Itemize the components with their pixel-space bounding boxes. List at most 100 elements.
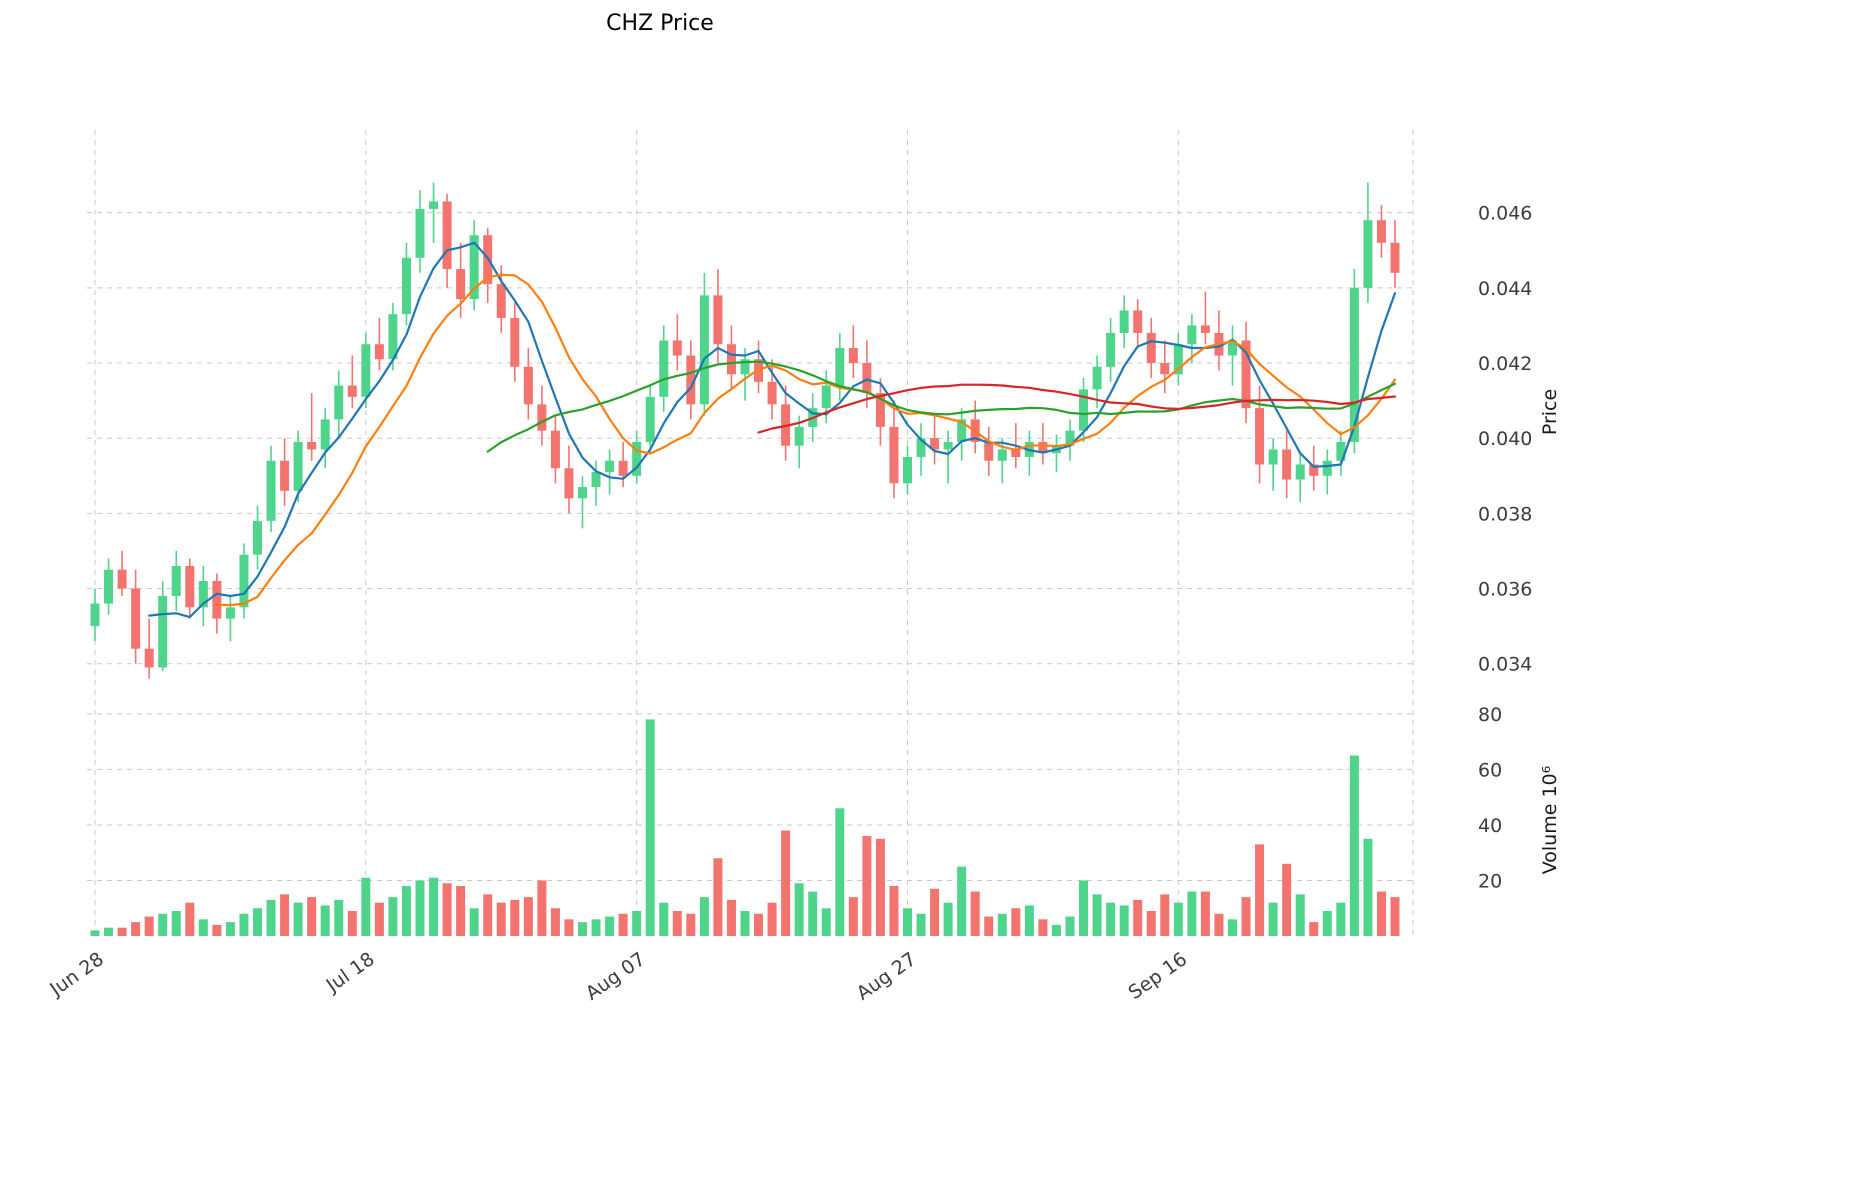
price-tick-label: 0.046 bbox=[1478, 203, 1532, 225]
volume-bar bbox=[1336, 902, 1346, 936]
candle-body bbox=[401, 257, 411, 315]
candle-body bbox=[253, 520, 262, 555]
candle-body bbox=[198, 581, 208, 608]
volume-bar bbox=[997, 913, 1007, 936]
volume-bar bbox=[1119, 905, 1129, 936]
price-axis-title: Price bbox=[1539, 389, 1561, 435]
volume-bar bbox=[1255, 844, 1265, 936]
volume-bar bbox=[171, 911, 181, 936]
candle-body bbox=[605, 460, 615, 473]
candle-body bbox=[1038, 441, 1048, 454]
volume-bar bbox=[862, 836, 872, 936]
price-tick-label: 0.040 bbox=[1478, 428, 1532, 450]
volume-bar bbox=[198, 919, 208, 936]
candle-body bbox=[672, 340, 682, 356]
candle-body bbox=[740, 359, 750, 375]
volume-bar bbox=[239, 913, 249, 936]
volume-bar bbox=[916, 913, 926, 936]
volume-bar bbox=[225, 922, 235, 936]
candle-body bbox=[131, 588, 141, 649]
price-tick-label: 0.038 bbox=[1478, 503, 1532, 525]
candle-body bbox=[862, 363, 872, 394]
candle-body bbox=[632, 441, 642, 476]
candle-body bbox=[1228, 340, 1237, 356]
volume-bar bbox=[104, 927, 114, 936]
chart-title: CHZ Price bbox=[606, 11, 714, 36]
candle-body bbox=[334, 385, 344, 420]
volume-bars bbox=[90, 719, 1400, 936]
volume-bar bbox=[1011, 908, 1021, 936]
moving-average-lines bbox=[148, 241, 1397, 619]
plot-area: 0.034 0.036 0.038 0.040 0.042 0.044 0.046 20 40 6… bbox=[45, 130, 1532, 1005]
candle-body bbox=[943, 441, 953, 450]
candle-body bbox=[591, 472, 601, 488]
candle-body bbox=[90, 603, 100, 627]
candle-body bbox=[1295, 464, 1305, 480]
volume-tick-label: 20 bbox=[1478, 870, 1502, 892]
candle-body bbox=[171, 565, 181, 597]
candle-body bbox=[659, 340, 669, 397]
candle-body bbox=[848, 347, 858, 364]
volume-bar bbox=[943, 902, 953, 936]
x-tick-label: Aug 07 bbox=[582, 948, 650, 1005]
candle-body bbox=[1268, 449, 1278, 465]
candlesticks bbox=[90, 182, 1400, 679]
volume-bar bbox=[212, 924, 222, 936]
volume-bar bbox=[307, 897, 317, 936]
volume-bar bbox=[1133, 899, 1143, 936]
candle-body bbox=[1173, 344, 1183, 375]
volume-bar bbox=[1309, 922, 1319, 936]
volume-bar bbox=[456, 886, 466, 936]
volume-bar bbox=[794, 883, 804, 936]
volume-bar bbox=[185, 902, 195, 936]
volume-bar bbox=[90, 930, 100, 936]
volume-bar bbox=[767, 902, 777, 936]
candle-body bbox=[875, 393, 885, 427]
volume-bar bbox=[1228, 919, 1237, 936]
candle-body bbox=[212, 581, 222, 619]
candle-body bbox=[903, 456, 912, 484]
candle-body bbox=[442, 201, 452, 270]
candle-body bbox=[1309, 464, 1319, 476]
volume-bar bbox=[117, 927, 127, 936]
candle-body bbox=[997, 449, 1007, 461]
price-tick-label: 0.036 bbox=[1478, 579, 1532, 601]
volume-bar bbox=[1200, 891, 1210, 936]
volume-bar bbox=[280, 894, 290, 936]
volume-bar bbox=[1106, 902, 1116, 936]
gridlines bbox=[87, 130, 1414, 936]
volume-bar bbox=[821, 908, 831, 936]
volume-bar bbox=[578, 922, 587, 936]
candle-body bbox=[510, 317, 520, 367]
volume-bar bbox=[1322, 911, 1332, 936]
ma-line-5 bbox=[148, 241, 1397, 619]
volume-bar bbox=[510, 899, 520, 936]
candle-body bbox=[523, 366, 533, 405]
candle-body bbox=[550, 430, 560, 469]
volume-bar bbox=[645, 719, 655, 936]
volume-bar bbox=[361, 877, 371, 936]
volume-tick-label: 40 bbox=[1478, 815, 1502, 837]
candle-body bbox=[1363, 220, 1373, 288]
volume-bar bbox=[388, 897, 398, 936]
candle-body bbox=[239, 554, 249, 608]
x-tick-label: Jul 18 bbox=[322, 948, 379, 997]
candle-body bbox=[1282, 449, 1292, 480]
volume-bar bbox=[754, 913, 764, 936]
volume-bar bbox=[1363, 838, 1373, 936]
candle-body bbox=[835, 347, 845, 386]
candle-body bbox=[1187, 325, 1197, 345]
volume-bar bbox=[158, 913, 168, 936]
candle-body bbox=[686, 355, 696, 405]
candle-body bbox=[821, 385, 831, 409]
candle-body bbox=[713, 295, 723, 345]
volume-bar bbox=[483, 894, 493, 936]
volume-bar bbox=[740, 911, 750, 936]
candle-body bbox=[889, 426, 899, 484]
volume-bar bbox=[835, 808, 845, 936]
candle-body bbox=[388, 314, 398, 360]
candle-body bbox=[158, 596, 168, 668]
candle-body bbox=[456, 269, 466, 300]
